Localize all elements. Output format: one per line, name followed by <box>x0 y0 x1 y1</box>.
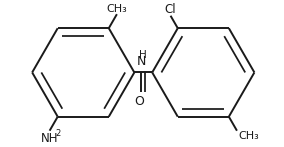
Text: 2: 2 <box>56 129 61 138</box>
Text: H: H <box>139 50 147 60</box>
Text: O: O <box>134 95 144 108</box>
Text: N: N <box>137 55 147 68</box>
Text: Cl: Cl <box>165 3 176 16</box>
Text: CH₃: CH₃ <box>239 131 260 141</box>
Text: NH: NH <box>41 132 58 145</box>
Text: CH₃: CH₃ <box>106 4 127 14</box>
